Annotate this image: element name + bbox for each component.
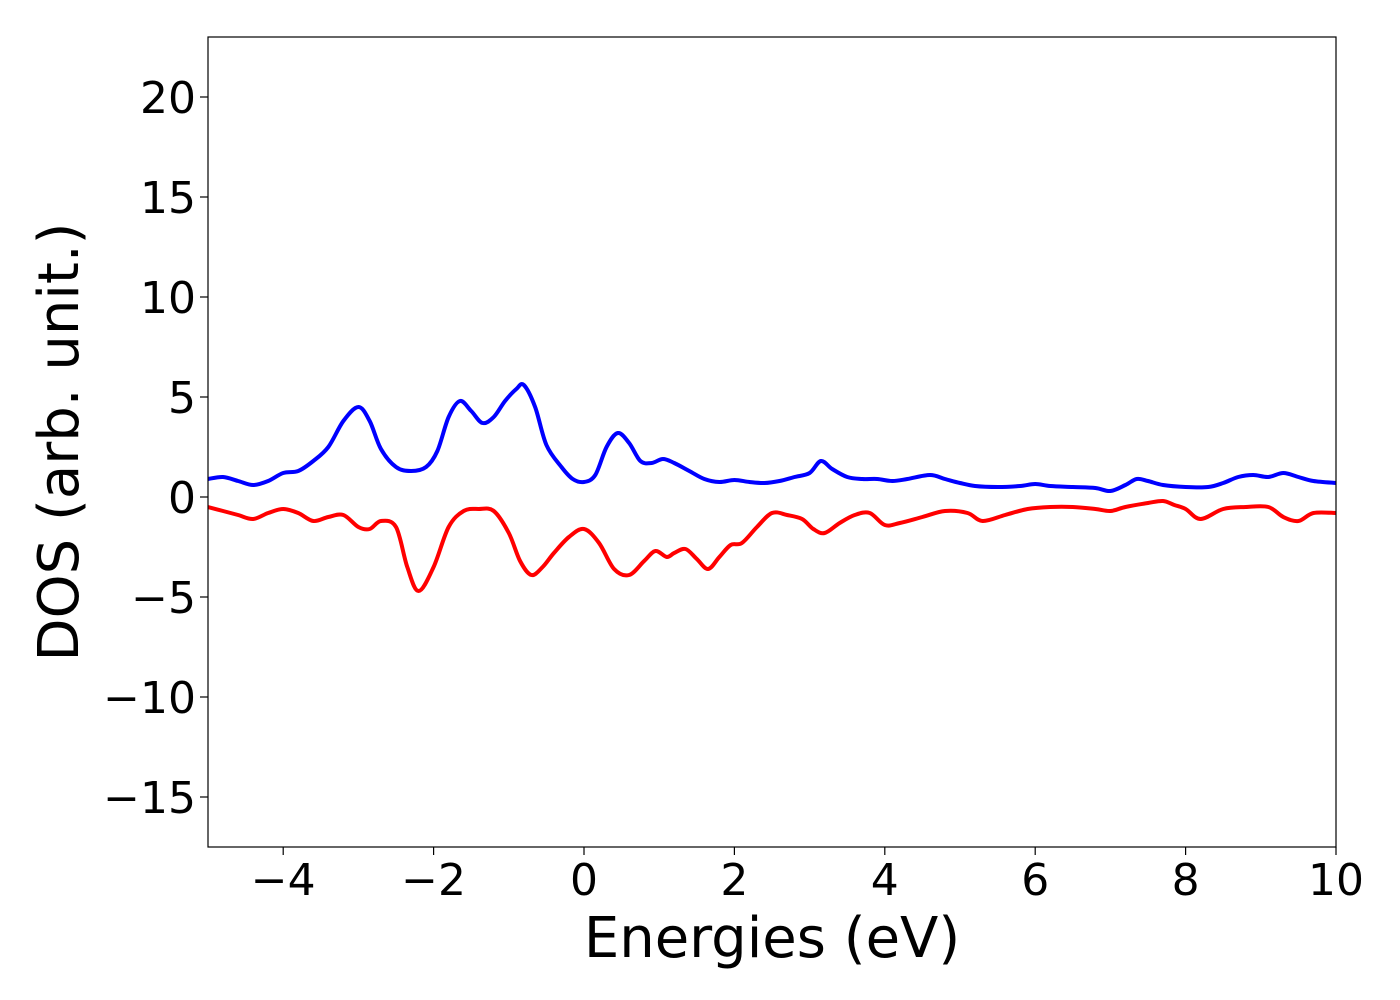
- y-tick-label: −5: [131, 573, 196, 624]
- plot-background: [208, 37, 1336, 847]
- x-axis-ticks: −4 −2 0 2 4 6 8 10: [251, 847, 1364, 906]
- y-tick-label: −15: [103, 773, 196, 824]
- y-tick-label: 10: [140, 273, 196, 324]
- series-layer: [208, 382, 1336, 593]
- x-tick-label: 4: [871, 855, 899, 906]
- series-line-2: [208, 498, 1336, 593]
- x-tick-label: 10: [1308, 855, 1364, 906]
- y-axis-label: DOS (arb. unit.): [27, 222, 92, 661]
- x-axis-label: Energies (eV): [584, 906, 960, 971]
- y-tick-label: 5: [168, 373, 196, 424]
- x-tick-label: 2: [720, 855, 748, 906]
- x-tick-label: 0: [570, 855, 598, 906]
- y-tick-label: −10: [103, 673, 196, 724]
- y-tick-label: 0: [168, 473, 196, 524]
- y-axis-ticks: −15 −10 −5 0 5 10 15 20: [103, 73, 208, 824]
- x-tick-label: 8: [1172, 855, 1200, 906]
- x-tick-label: −2: [401, 855, 466, 906]
- series-line-1: [208, 382, 1336, 494]
- x-tick-label: −4: [251, 855, 316, 906]
- y-tick-label: 15: [140, 173, 196, 224]
- x-tick-label: 6: [1021, 855, 1049, 906]
- plot-frame: [207, 36, 1337, 848]
- y-tick-label: 20: [140, 73, 196, 124]
